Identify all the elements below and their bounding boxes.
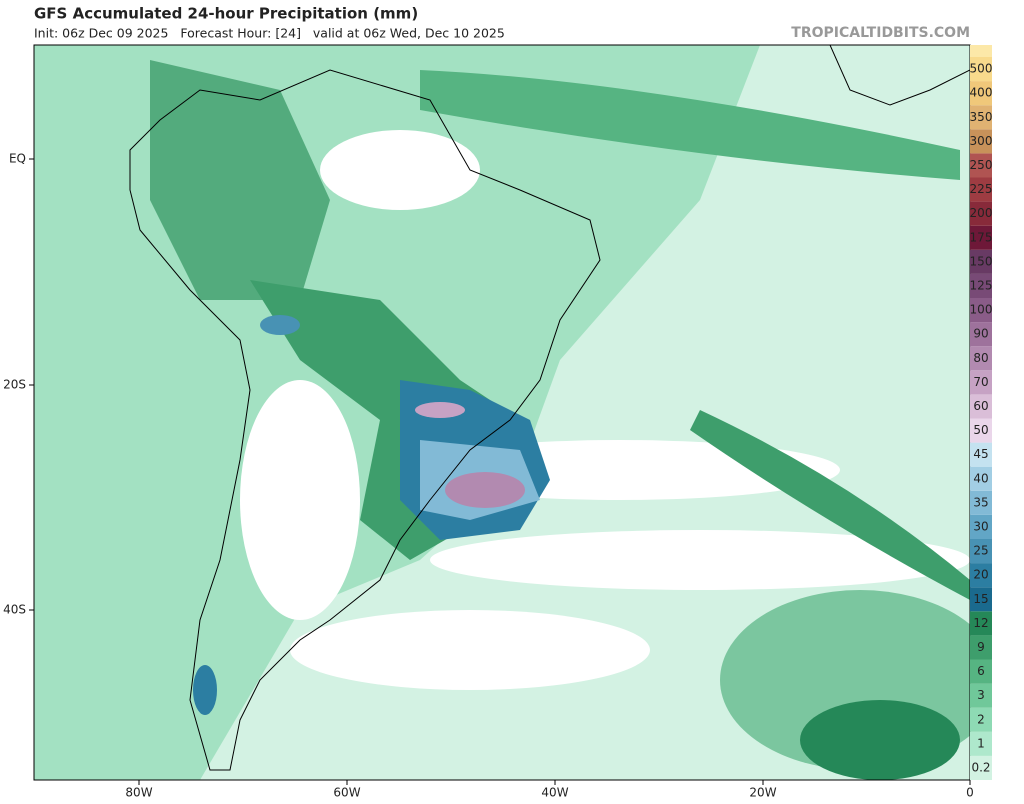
- y-label: 40S: [3, 603, 26, 617]
- colorbar-label: 300: [970, 134, 993, 148]
- colorbar-label: 125: [970, 278, 993, 292]
- colorbar-label: 70: [973, 375, 988, 389]
- colorbar-label: 12: [973, 616, 988, 630]
- x-label: 0: [966, 786, 974, 800]
- colorbar-label: 80: [973, 351, 988, 365]
- colorbar-label: 30: [973, 519, 988, 533]
- colorbar-swatch: [970, 177, 992, 202]
- colorbar-swatch: [970, 659, 992, 684]
- colorbar-swatch: [970, 81, 992, 106]
- y-label: 20S: [3, 378, 26, 392]
- colorbar-swatch: [970, 57, 992, 82]
- subtitle: Init: 06z Dec 09 2025 Forecast Hour: [24…: [34, 26, 505, 41]
- colorbar-label: 45: [973, 447, 988, 461]
- colorbar-label: 90: [973, 327, 988, 341]
- colorbar-swatch: [970, 683, 992, 708]
- colorbar-label: 225: [970, 182, 993, 196]
- colorbar-label: 175: [970, 230, 993, 244]
- colorbar-label: 0.2: [971, 760, 990, 774]
- colorbar-swatch: [970, 105, 992, 130]
- site-credit: TROPICALTIDBITS.COM: [791, 25, 970, 41]
- colorbar-swatch: [970, 490, 992, 515]
- colorbar-swatch: [970, 129, 992, 154]
- colorbar-swatch: [970, 153, 992, 178]
- colorbar-swatch: [970, 418, 992, 443]
- colorbar-label: 60: [973, 399, 988, 413]
- colorbar-swatch: [970, 201, 992, 226]
- colorbar-swatch: [970, 322, 992, 347]
- colorbar-swatch: [970, 539, 992, 564]
- map: [33, 44, 971, 781]
- colorbar-label: 200: [970, 206, 993, 220]
- colorbar-swatch: [970, 273, 992, 298]
- colorbar-swatch: [970, 611, 992, 636]
- x-label: 80W: [125, 786, 152, 800]
- colorbar-label: 9: [977, 640, 985, 654]
- colorbar-swatch: [970, 346, 992, 371]
- colorbar-swatch: [970, 635, 992, 660]
- colorbar-label: 350: [970, 110, 993, 124]
- y-label: EQ: [9, 152, 26, 166]
- x-label: 40W: [541, 786, 568, 800]
- colorbar-label: 250: [970, 158, 993, 172]
- colorbar-swatch: [970, 394, 992, 419]
- colorbar-label: 20: [973, 568, 988, 582]
- colorbar-swatch: [970, 707, 992, 732]
- x-label: 20W: [749, 786, 776, 800]
- colorbar-swatch: [970, 587, 992, 612]
- colorbar-label: 500: [970, 62, 993, 76]
- colorbar-swatch: [970, 466, 992, 491]
- colorbar-swatch: [970, 442, 992, 467]
- colorbar-swatch: [970, 249, 992, 274]
- colorbar-swatch: [970, 225, 992, 250]
- colorbar-top: [970, 45, 992, 57]
- colorbar: 0.21236912152025303540455060708090100125…: [970, 57, 993, 780]
- colorbar-label: 40: [973, 471, 988, 485]
- colorbar-swatch: [970, 514, 992, 539]
- x-label: 60W: [333, 786, 360, 800]
- colorbar-swatch: [970, 731, 992, 756]
- colorbar-label: 150: [970, 254, 993, 268]
- colorbar-label: 100: [970, 303, 993, 317]
- colorbar-label: 15: [973, 592, 988, 606]
- colorbar-label: 35: [973, 495, 988, 509]
- colorbar-label: 2: [977, 712, 985, 726]
- colorbar-swatch: [970, 563, 992, 588]
- colorbar-label: 3: [977, 688, 985, 702]
- colorbar-label: 400: [970, 86, 993, 100]
- colorbar-label: 1: [977, 736, 985, 750]
- colorbar-label: 25: [973, 544, 988, 558]
- colorbar-swatch: [970, 755, 992, 780]
- axes: 80W 60W 40W 20W 0 EQ 20S 40S: [3, 152, 974, 800]
- colorbar-label: 50: [973, 423, 988, 437]
- colorbar-label: 6: [977, 664, 985, 678]
- colorbar-swatch: [970, 370, 992, 395]
- colorbar-swatch: [970, 298, 992, 323]
- title: GFS Accumulated 24-hour Precipitation (m…: [34, 5, 418, 23]
